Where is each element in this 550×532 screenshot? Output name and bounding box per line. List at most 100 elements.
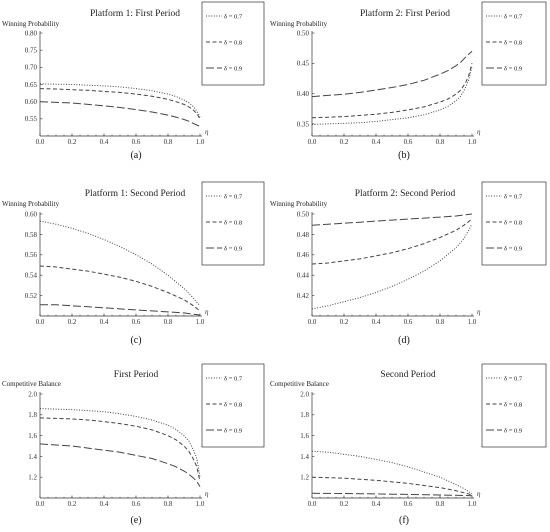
legend-label-2: δ = 0.8 xyxy=(504,39,522,46)
x-tick-label: 0.6 xyxy=(404,500,413,508)
legend-label-3: δ = 0.9 xyxy=(224,427,242,434)
x-tick-label: 1.0 xyxy=(468,138,477,146)
legend-label-1: δ = 0.7 xyxy=(224,193,243,200)
legend: δ = 0.7 δ = 0.8 δ = 0.9 xyxy=(481,363,547,448)
y-tick-label: 0.52 xyxy=(25,292,38,300)
y-tick-label: 0.65 xyxy=(25,81,38,89)
legend-label-3: δ = 0.9 xyxy=(224,65,242,72)
x-tick-label: 0.6 xyxy=(132,138,141,146)
legend-label-2: δ = 0.8 xyxy=(504,401,522,408)
chart-title: First Period xyxy=(114,370,159,380)
x-axis-label: η xyxy=(205,490,209,498)
y-tick-label: 0.35 xyxy=(297,120,310,128)
legend: δ = 0.7 δ = 0.8 δ = 0.9 xyxy=(481,181,547,266)
series-line-1 xyxy=(40,83,201,118)
legend-label-3: δ = 0.9 xyxy=(224,245,242,252)
x-tick-label: 0.2 xyxy=(68,318,77,326)
legend-box xyxy=(481,1,547,86)
legend-box xyxy=(201,181,265,266)
legend: δ = 0.7 δ = 0.8 δ = 0.9 xyxy=(201,363,265,448)
y-tick-label: 0.56 xyxy=(25,251,38,259)
series-line-1 xyxy=(312,223,473,310)
legend-label-3: δ = 0.9 xyxy=(504,65,522,72)
x-axis-label: η xyxy=(205,128,209,136)
x-tick-label: 0.8 xyxy=(164,318,173,326)
x-tick-label: 0.4 xyxy=(100,138,109,146)
panel-caption: (c) xyxy=(130,335,141,346)
series-line-1 xyxy=(40,408,201,478)
series-line-1 xyxy=(312,450,473,495)
series-line-3 xyxy=(312,492,473,497)
legend: δ = 0.7 δ = 0.8 δ = 0.9 xyxy=(201,1,265,86)
x-tick-label: 0.8 xyxy=(164,138,173,146)
x-tick-label: 0.6 xyxy=(404,138,413,146)
panel-caption: (e) xyxy=(130,515,141,526)
y-tick-label: 1.2 xyxy=(28,474,37,482)
panel-caption: (f) xyxy=(399,515,409,526)
y-tick-label: 0.54 xyxy=(25,272,38,280)
legend-box xyxy=(481,363,547,448)
x-axis-label: η xyxy=(477,490,481,498)
chart-panel-f: Second Period Competitive Balance 0.0 0.2 0.… xyxy=(270,363,547,526)
series-line-3 xyxy=(40,304,201,316)
x-tick-label: 0.2 xyxy=(340,500,349,508)
y-tick-label: 1.2 xyxy=(300,474,309,482)
x-tick-label: 1.0 xyxy=(196,318,205,326)
x-tick-label: 0.2 xyxy=(68,500,77,508)
x-tick-label: 0.4 xyxy=(372,318,381,326)
x-tick-label: 0.4 xyxy=(100,500,109,508)
y-tick-label: 0.40 xyxy=(297,90,310,98)
legend-label-2: δ = 0.8 xyxy=(504,219,522,226)
legend: δ = 0.7 δ = 0.8 δ = 0.9 xyxy=(481,1,547,86)
x-tick-label: 0.8 xyxy=(436,318,445,326)
legend-label-1: δ = 0.7 xyxy=(504,193,523,200)
y-tick-label: 1.6 xyxy=(300,432,309,440)
y-axis-label: Winning Probability xyxy=(2,20,60,28)
y-tick-label: 0.70 xyxy=(25,64,38,72)
legend-label-1: δ = 0.7 xyxy=(504,13,523,20)
series-line-2 xyxy=(40,88,201,120)
y-tick-label: 1.8 xyxy=(300,411,309,419)
panel-caption: (a) xyxy=(130,150,141,161)
series-line-2 xyxy=(40,265,201,312)
chart-title: Second Period xyxy=(380,370,435,380)
x-tick-label: 0.4 xyxy=(100,318,109,326)
chart-title: Platform 1: Second Period xyxy=(85,188,186,199)
panel-caption: (b) xyxy=(398,150,410,161)
x-tick-label: 0.0 xyxy=(308,138,317,146)
x-tick-label: 0.4 xyxy=(372,500,381,508)
legend-label-2: δ = 0.8 xyxy=(224,219,242,226)
y-tick-label: 1.6 xyxy=(28,432,37,440)
x-tick-label: 0.0 xyxy=(36,138,45,146)
y-tick-label: 0.75 xyxy=(25,47,38,55)
x-tick-label: 0.4 xyxy=(372,138,381,146)
y-tick-label: 0.45 xyxy=(297,60,310,68)
chart-title: Platform 2: First Period xyxy=(360,8,450,19)
y-axis-label: Competitive Balance xyxy=(2,380,61,388)
series-line-2 xyxy=(312,63,473,119)
x-tick-label: 0.6 xyxy=(404,318,413,326)
chart-panel-c: Platform 1: Second Period Winning Probabi… xyxy=(2,181,265,346)
y-tick-label: 2.0 xyxy=(300,390,309,398)
x-axis-label: η xyxy=(477,308,481,316)
y-tick-label: 1.4 xyxy=(28,453,37,461)
y-tick-label: 0.58 xyxy=(25,231,38,239)
x-tick-label: 0.0 xyxy=(308,318,317,326)
series-line-3 xyxy=(312,50,473,98)
y-axis-label: Winning Probability xyxy=(2,200,60,208)
x-tick-label: 0.8 xyxy=(436,138,445,146)
y-tick-label: 0.50 xyxy=(297,210,310,218)
legend-label-2: δ = 0.8 xyxy=(224,39,242,46)
x-tick-label: 0.0 xyxy=(308,500,317,508)
y-axis-label: Competitive Balance xyxy=(270,380,329,388)
x-tick-label: 0.0 xyxy=(36,500,45,508)
y-tick-label: 0.42 xyxy=(297,292,310,300)
y-tick-label: 0.46 xyxy=(297,251,310,259)
x-tick-label: 0.6 xyxy=(132,500,141,508)
legend-label-3: δ = 0.9 xyxy=(504,245,522,252)
x-axis-label: η xyxy=(205,308,209,316)
x-tick-label: 1.0 xyxy=(196,500,205,508)
chart-panel-e: First Period Competitive Balance 0.0 0.2 0.4… xyxy=(2,363,265,526)
legend-label-3: δ = 0.9 xyxy=(504,427,522,434)
x-tick-label: 0.2 xyxy=(340,318,349,326)
